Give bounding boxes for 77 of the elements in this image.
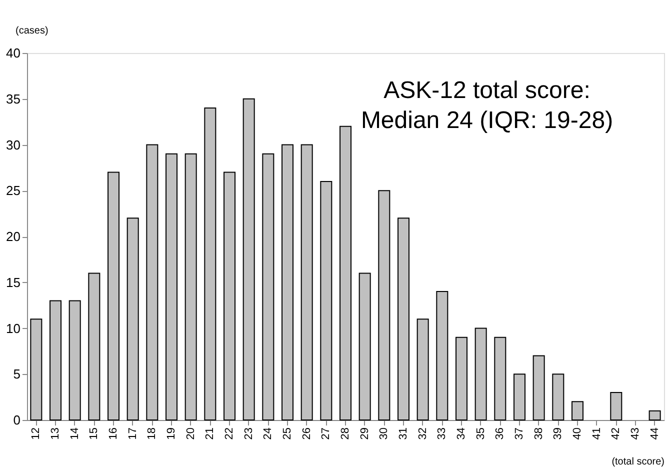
x-tick-label: 44 [648, 428, 661, 440]
bar [282, 144, 294, 420]
x-tick-label: 21 [204, 428, 216, 440]
x-tick-label: 26 [300, 428, 313, 440]
y-axis-title: (cases) [16, 26, 48, 36]
x-tick-label: 14 [68, 428, 81, 440]
bar [300, 144, 313, 420]
bar [242, 98, 255, 420]
y-tick-label: 35 [6, 91, 20, 106]
x-tick-label: 25 [282, 428, 294, 440]
y-tick-label: 40 [6, 46, 20, 60]
x-tick-label: 28 [340, 428, 352, 440]
y-tick-label: 5 [13, 366, 20, 382]
x-tick-label: 32 [416, 428, 429, 440]
y-tick-label: 0 [13, 412, 20, 428]
y-tick-label: 25 [6, 183, 20, 198]
bar [224, 172, 236, 420]
x-tick-label: 15 [88, 428, 100, 440]
bar [552, 374, 564, 420]
x-tick-label: 19 [166, 428, 178, 440]
bar [108, 172, 120, 420]
bar [30, 318, 42, 420]
bar [648, 410, 661, 420]
bar [88, 272, 100, 420]
bar [126, 218, 139, 420]
x-tick-label: 27 [320, 428, 332, 440]
bar [455, 336, 468, 420]
bar [397, 218, 410, 420]
x-tick-label: 30 [378, 428, 390, 440]
x-tick-label: 34 [455, 428, 468, 440]
bar [610, 392, 622, 420]
bar [68, 300, 81, 420]
bar [494, 336, 506, 420]
x-tick-label: 42 [610, 428, 622, 440]
bar [436, 291, 448, 420]
bar [474, 328, 487, 420]
x-tick-label: 35 [474, 428, 487, 440]
bar [513, 374, 526, 420]
x-tick-label: 40 [571, 428, 584, 440]
x-tick-label: 31 [397, 428, 410, 440]
y-tick-label: 30 [6, 137, 20, 152]
bar [571, 401, 584, 420]
y-tick-label: 15 [6, 274, 20, 290]
x-tick-label: 29 [358, 428, 371, 440]
x-tick-label: 36 [494, 428, 506, 440]
y-tick-label: 10 [6, 320, 20, 336]
annotation: Median 24 (IQR: 19-28) [360, 107, 614, 134]
bar [262, 153, 274, 420]
bar [184, 153, 197, 420]
x-tick-label: 17 [126, 428, 139, 440]
x-tick-label: 20 [184, 428, 197, 440]
x-tick-label: 37 [513, 428, 526, 440]
x-tick-label: 33 [436, 428, 448, 440]
bar [532, 355, 545, 420]
annotation: ASK-12 total score: [384, 77, 590, 104]
bar [378, 190, 390, 420]
x-tick-label: 16 [108, 428, 120, 440]
bar [146, 144, 158, 420]
bar [50, 300, 62, 420]
bar [320, 180, 332, 420]
x-tick-label: 39 [552, 428, 564, 440]
bar [416, 318, 429, 420]
y-tick-label: 20 [6, 229, 20, 244]
x-tick-label: 23 [242, 428, 255, 440]
x-tick-label: 41 [590, 428, 603, 440]
bar [166, 153, 178, 420]
bar [340, 126, 352, 420]
x-tick-label: 43 [629, 428, 642, 440]
x-tick-label: 18 [146, 428, 158, 440]
bar [204, 108, 216, 420]
x-axis-title: (total score) [612, 456, 664, 468]
x-tick-label: 38 [532, 428, 545, 440]
bar [358, 272, 371, 420]
x-tick-label: 24 [262, 428, 274, 440]
x-tick-label: 22 [224, 428, 236, 440]
x-tick-label: 13 [50, 428, 62, 440]
x-tick-label: 12 [30, 428, 42, 440]
